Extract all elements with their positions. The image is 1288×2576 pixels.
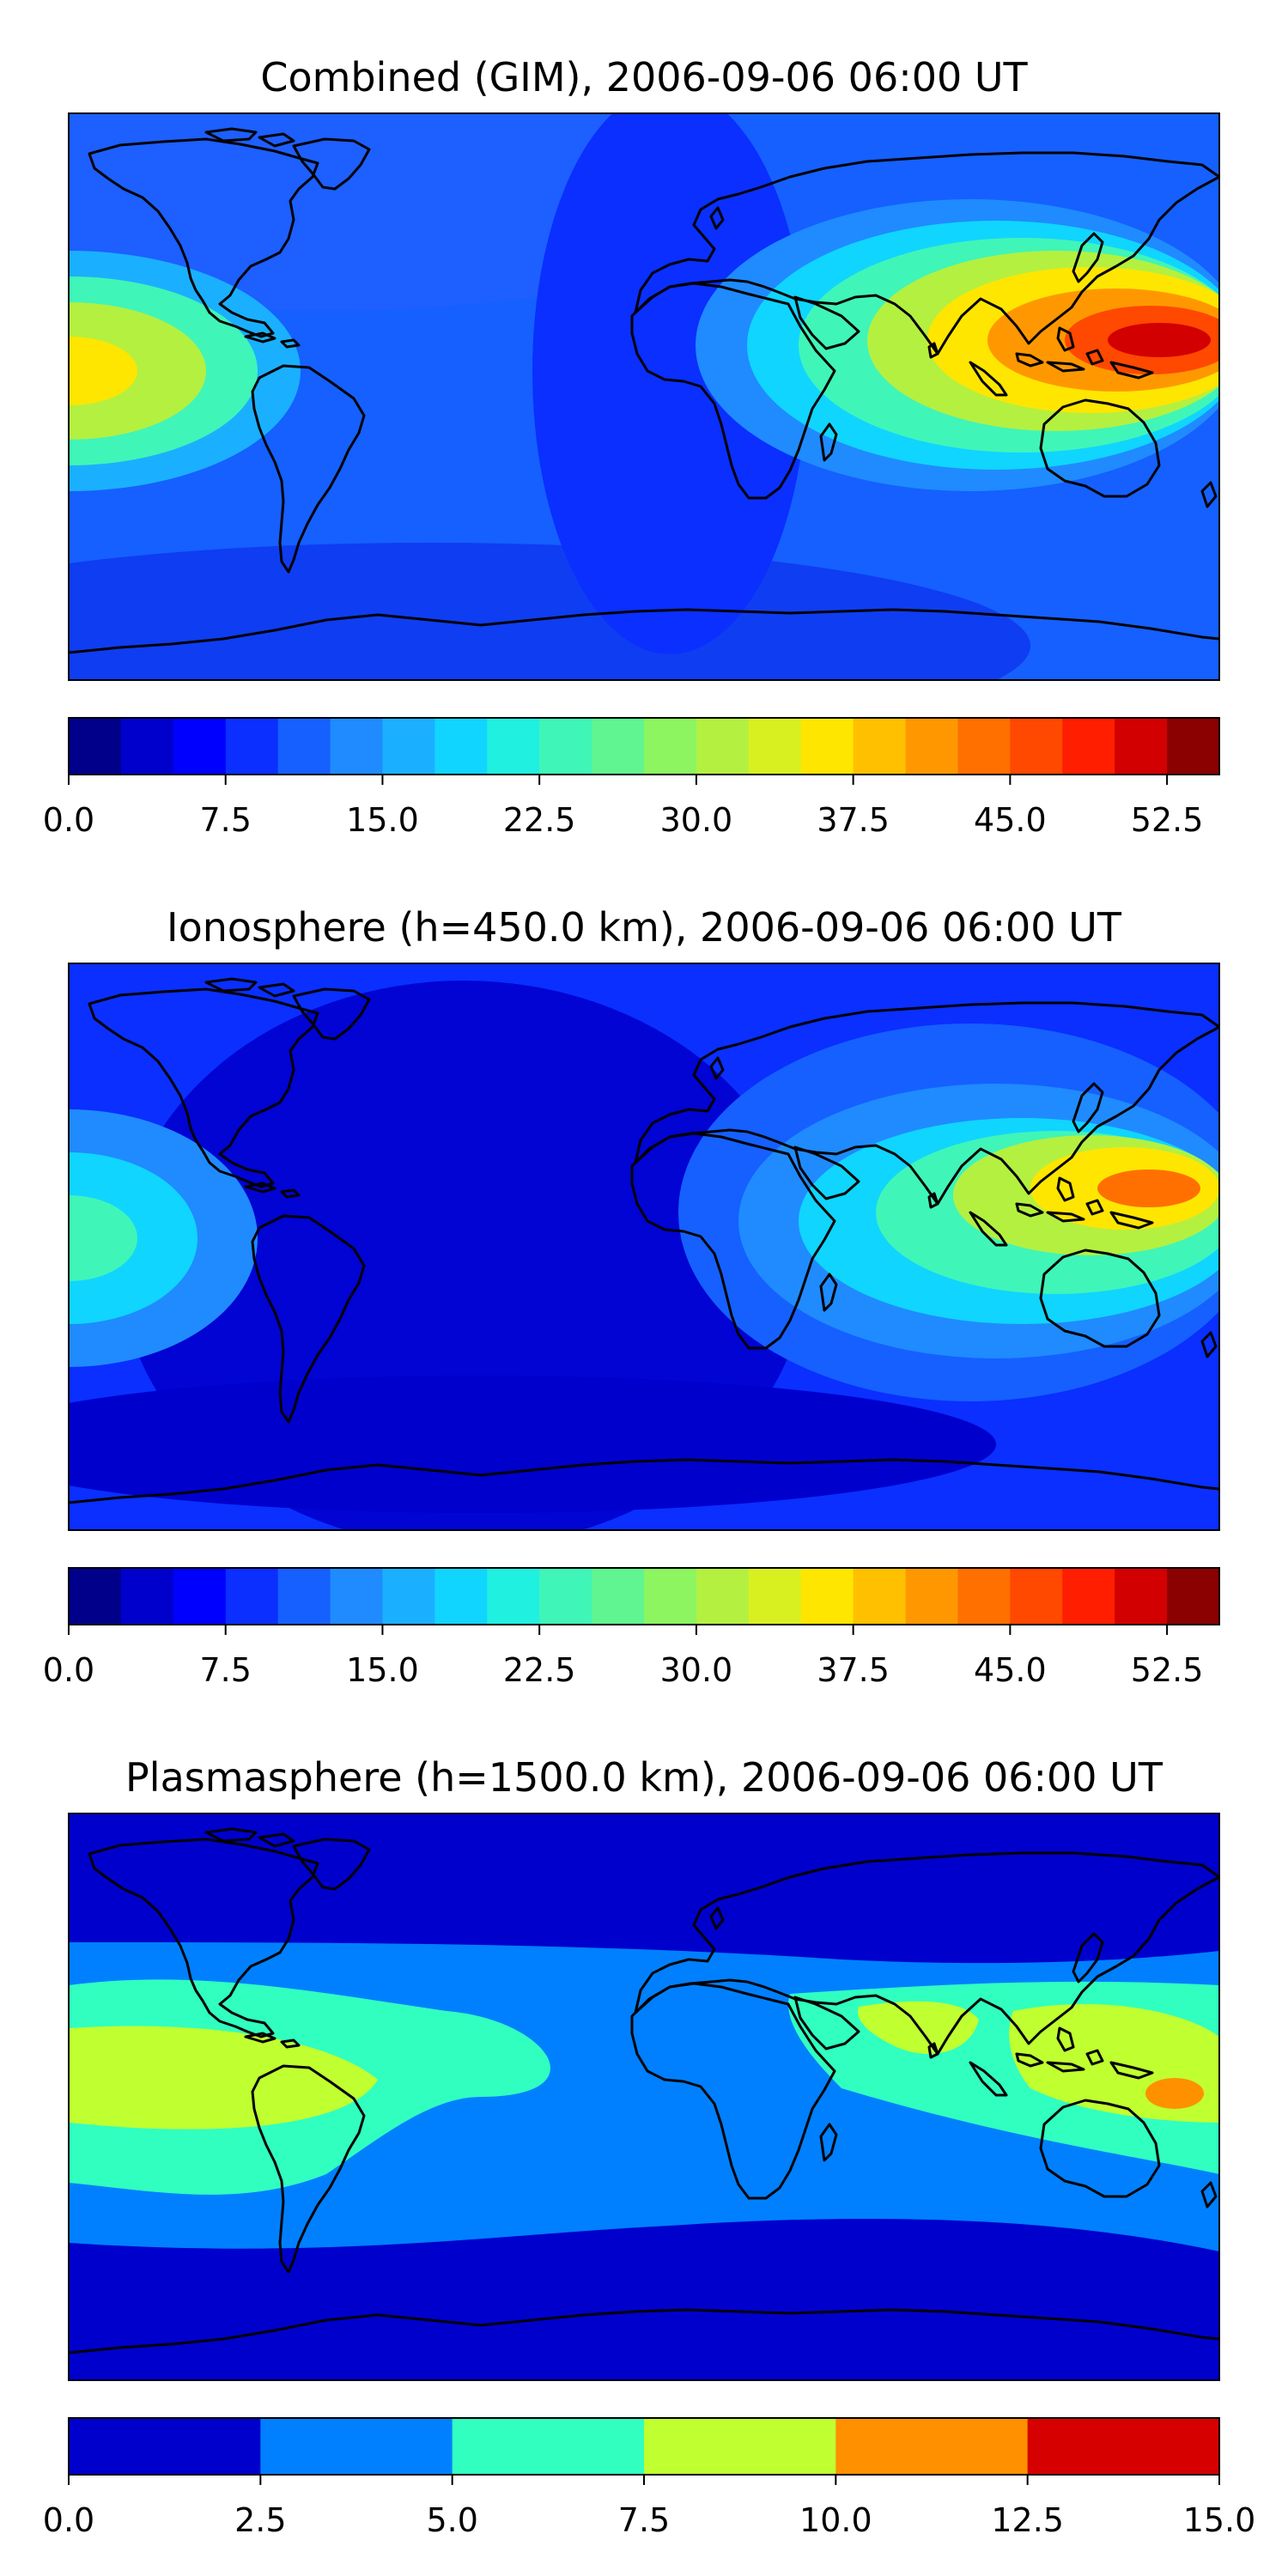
colorbar-segment — [853, 1568, 907, 1625]
colorbar-tick-label: 5.0 — [426, 2501, 477, 2539]
colorbar-tick-label: 7.5 — [200, 801, 252, 839]
colorbar-segment — [120, 1568, 174, 1625]
colorbar-tick-label: 30.0 — [660, 801, 733, 839]
colorbar-segment — [382, 1568, 435, 1625]
colorbar-segment — [69, 2418, 261, 2475]
colorbar-segment — [1062, 718, 1115, 775]
colorbar-segment — [382, 718, 435, 775]
colorbar-segment — [434, 1568, 488, 1625]
colorbar-tick-label: 15.0 — [346, 1651, 419, 1689]
map-frame-combined — [68, 112, 1220, 681]
panel-plasmasphere: Plasmasphere (h=1500.0 km), 2006-09-06 0… — [43, 1754, 1256, 2539]
colorbar-tick-label: 30.0 — [660, 1651, 733, 1689]
colorbar-tick-label: 22.5 — [503, 801, 576, 839]
panel-title-ionosphere: Ionosphere (h=450.0 km), 2006-09-06 06:0… — [167, 904, 1122, 951]
colorbar-segment — [1115, 718, 1168, 775]
colorbar-tick-label: 7.5 — [200, 1651, 252, 1689]
colorbar-segment — [452, 2418, 645, 2475]
panel-ionosphere: Ionosphere (h=450.0 km), 2006-09-06 06:0… — [43, 904, 1220, 1689]
map-plasmasphere — [69, 1814, 1219, 2380]
colorbar-tick-label: 52.5 — [1131, 1651, 1204, 1689]
panel-combined: Combined (GIM), 2006-09-06 06:00 UT — [43, 54, 1220, 839]
colorbar-segment — [173, 718, 227, 775]
colorbar-segment — [539, 718, 592, 775]
colorbar-tick-label: 45.0 — [974, 1651, 1047, 1689]
colorbar-tick-label: 22.5 — [503, 1651, 576, 1689]
colorbar-frame — [68, 1567, 1220, 1625]
colorbar-tick-label: 2.5 — [234, 2501, 286, 2539]
colorbar-segment — [225, 1568, 279, 1625]
colorbar-segment — [800, 718, 854, 775]
colorbar-segment — [1010, 1568, 1063, 1625]
colorbar-segment — [434, 718, 488, 775]
map-frame-ionosphere — [68, 963, 1220, 1531]
colorbar-tick-label: 12.5 — [991, 2501, 1064, 2539]
map-ionosphere — [69, 963, 1219, 1530]
map-combined — [69, 113, 1219, 680]
colorbar-segment — [592, 1568, 645, 1625]
colorbar-segment — [800, 1568, 854, 1625]
colorbar-segment — [1167, 1568, 1220, 1625]
colorbar-segment — [905, 718, 958, 775]
colorbar-tick-label: 0.0 — [43, 1651, 94, 1689]
colorbar-tick-label: 0.0 — [43, 2501, 94, 2539]
colorbar-segment — [644, 2418, 836, 2475]
colorbar-segment — [957, 1568, 1011, 1625]
colorbar-tick-label: 52.5 — [1131, 801, 1204, 839]
colorbar-tick-label: 10.0 — [799, 2501, 872, 2539]
colorbar-segment — [487, 718, 540, 775]
map-frame-plasmasphere — [68, 1813, 1220, 2381]
colorbar-segment — [330, 1568, 383, 1625]
panel-title-plasmasphere: Plasmasphere (h=1500.0 km), 2006-09-06 0… — [125, 1754, 1163, 1801]
colorbar-segment — [1010, 718, 1063, 775]
colorbar-tick-label: 37.5 — [817, 801, 890, 839]
colorbar-segment — [644, 718, 697, 775]
colorbar-segment — [225, 718, 279, 775]
colorbar-tick-label: 15.0 — [346, 801, 419, 839]
colorbar-segment — [592, 718, 645, 775]
colorbar-segment — [835, 2418, 1029, 2475]
colorbar-segment — [120, 718, 174, 775]
colorbar-segment — [69, 1568, 122, 1625]
colorbar-tick-label: 45.0 — [974, 801, 1047, 839]
colorbar-combined: 0.0 7.5 15.0 22.5 30.0 37.5 45.0 52.5 — [43, 717, 1220, 839]
colorbar-segment — [1115, 1568, 1168, 1625]
colorbar-segment — [1027, 2418, 1220, 2475]
colorbar-plasmasphere: 0.0 2.5 5.0 7.5 10.0 12.5 15.0 — [43, 2417, 1256, 2539]
colorbar-segment — [644, 1568, 697, 1625]
colorbar-segment — [487, 1568, 540, 1625]
panel-title-combined: Combined (GIM), 2006-09-06 06:00 UT — [260, 54, 1028, 100]
colorbar-tick-label: 7.5 — [618, 2501, 670, 2539]
colorbar-segment — [748, 718, 802, 775]
colorbar-segment — [330, 718, 383, 775]
colorbar-segment — [696, 1568, 750, 1625]
colorbar-tick-label: 0.0 — [43, 801, 94, 839]
colorbar-segment — [905, 1568, 958, 1625]
colorbar-frame — [68, 717, 1220, 775]
colorbar-tick-label: 37.5 — [817, 1651, 890, 1689]
colorbar-segment — [539, 1568, 592, 1625]
colorbar-segment — [696, 718, 750, 775]
colorbar-segment — [69, 718, 122, 775]
colorbar-segment — [748, 1568, 802, 1625]
colorbar-segment — [1062, 1568, 1115, 1625]
colorbar-segment — [277, 718, 331, 775]
colorbar-segment — [853, 718, 907, 775]
colorbar-segment — [1167, 718, 1220, 775]
colorbar-tick-label: 15.0 — [1183, 2501, 1256, 2539]
colorbar-segment — [957, 718, 1011, 775]
colorbar-segment — [260, 2418, 453, 2475]
colorbar-ionosphere: 0.0 7.5 15.0 22.5 30.0 37.5 45.0 52.5 — [43, 1567, 1220, 1689]
colorbar-segment — [277, 1568, 331, 1625]
colorbar-segment — [173, 1568, 227, 1625]
